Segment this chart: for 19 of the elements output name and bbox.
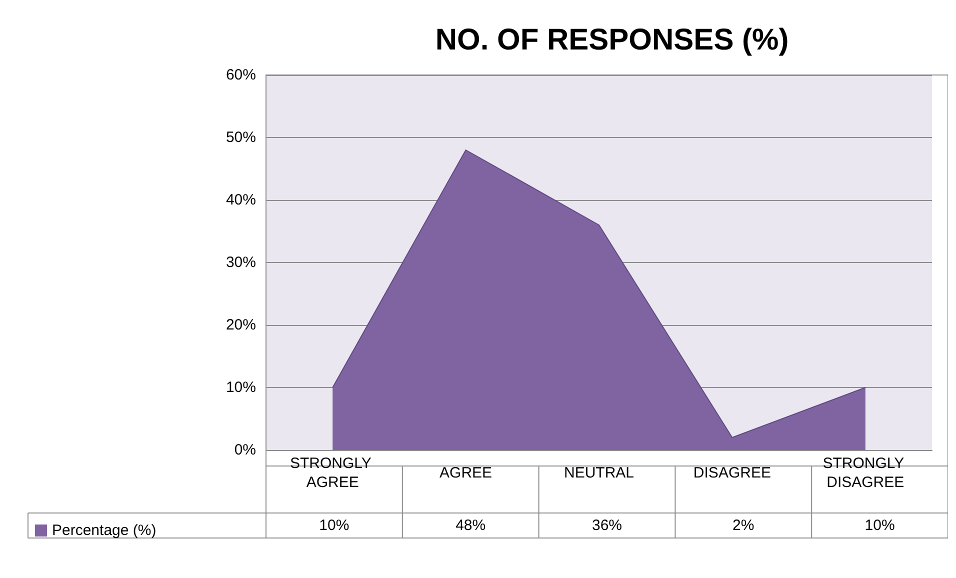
y-tick-label: 10%	[226, 379, 256, 396]
chart-title: NO. OF RESPONSES (%)	[435, 24, 789, 56]
x-tick-label: NEUTRAL	[564, 464, 634, 482]
legend-label: Percentage (%)	[52, 522, 156, 539]
x-tick-label: STRONGLY DISAGREE	[822, 455, 908, 491]
data-label: 2%	[732, 517, 754, 534]
x-tick-label: DISAGREE	[693, 464, 771, 482]
x-tick-label: STRONGLY AGREE	[290, 455, 376, 491]
y-tick-label: 40%	[226, 192, 256, 208]
y-tick-label: 0%	[234, 442, 256, 458]
y-tick-label: 30%	[226, 254, 256, 271]
x-tick-label: AGREE	[440, 464, 492, 482]
data-label: 36%	[592, 517, 622, 534]
y-tick-label: 60%	[226, 66, 256, 84]
data-label: 10%	[864, 517, 895, 534]
y-tick-label: 20%	[226, 316, 256, 334]
data-label: 10%	[319, 517, 350, 534]
y-tick-label: 50%	[226, 129, 256, 146]
data-label: 48%	[456, 517, 486, 534]
